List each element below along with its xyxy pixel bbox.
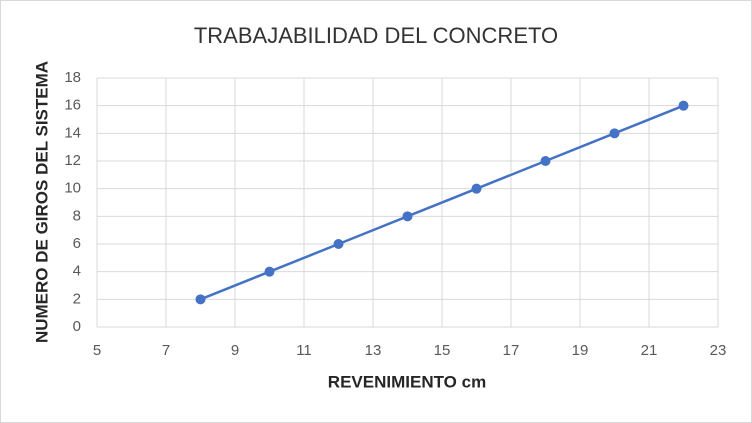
y-axis-label: NUMERO DE GIROS DEL SISTEMA <box>32 61 51 343</box>
data-point <box>678 100 689 111</box>
x-tick-label: 7 <box>162 342 170 359</box>
series-line <box>200 104 684 301</box>
y-tick-label: 2 <box>73 290 81 307</box>
x-tick-label: 15 <box>434 342 451 359</box>
x-tick-label: 23 <box>710 342 727 359</box>
x-tick-label: 5 <box>93 342 101 359</box>
y-tick-label: 4 <box>73 263 81 280</box>
y-tick-label: 14 <box>64 124 81 141</box>
x-tick-label: 11 <box>296 342 312 359</box>
x-tick-label: 21 <box>641 342 658 359</box>
data-point <box>471 183 482 194</box>
data-point <box>195 294 206 305</box>
chart-title: TRABAJABILIDAD DEL CONCRETO <box>194 23 558 48</box>
data-point <box>264 266 275 277</box>
y-tick-label: 10 <box>64 180 81 197</box>
y-tick-label: 6 <box>73 235 81 252</box>
y-tick-label: 18 <box>64 69 81 86</box>
data-point <box>540 156 551 166</box>
y-tick-label: 0 <box>73 318 81 335</box>
data-point <box>609 128 620 139</box>
x-tick-label: 19 <box>572 342 589 359</box>
y-tick-label: 8 <box>73 207 81 224</box>
x-tick-label: 13 <box>365 342 382 359</box>
x-axis-label: REVENIMIENTO cm <box>328 372 486 391</box>
x-tick-label: 9 <box>231 342 239 359</box>
data-point <box>333 239 344 249</box>
y-tick-label: 12 <box>64 152 81 169</box>
y-tick-label: 16 <box>64 97 81 114</box>
data-point <box>402 211 413 222</box>
x-tick-label: 17 <box>503 342 520 359</box>
